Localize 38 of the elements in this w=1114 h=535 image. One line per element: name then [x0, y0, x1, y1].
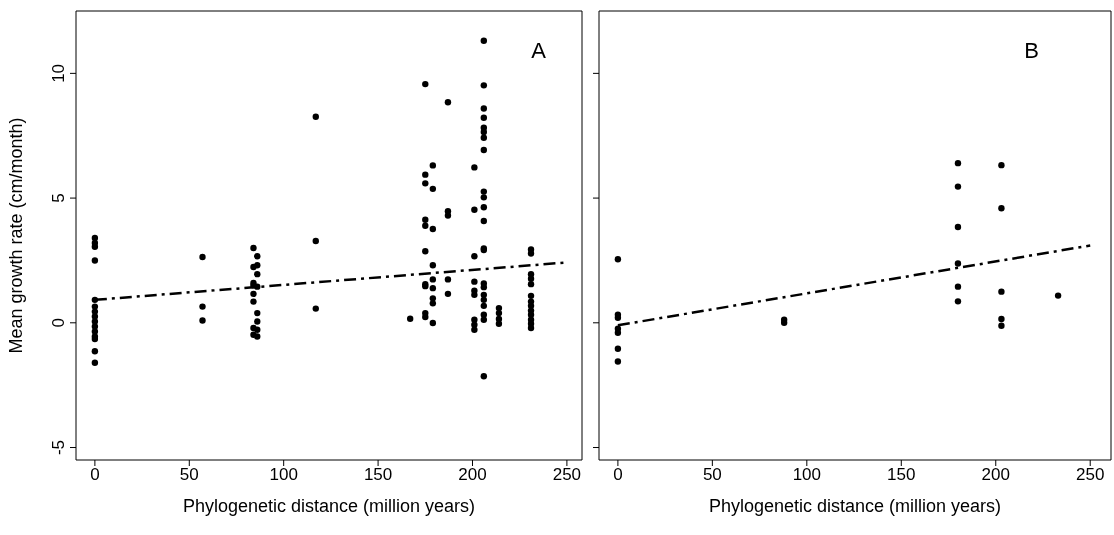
x-tick-label: 150	[363, 465, 393, 485]
point	[954, 260, 962, 267]
x-tick-label: 0	[613, 465, 623, 485]
point	[1054, 292, 1062, 299]
point	[998, 205, 1005, 212]
point	[998, 161, 1005, 169]
point	[954, 223, 962, 231]
annotation: B	[1024, 38, 1039, 64]
point	[954, 183, 962, 190]
point	[998, 288, 1005, 295]
x-tick-label: 100	[269, 465, 298, 485]
point	[780, 319, 788, 327]
point	[614, 358, 622, 365]
x-tick-label: 250	[552, 465, 582, 485]
point	[954, 298, 962, 305]
point	[954, 283, 962, 290]
point	[954, 159, 962, 167]
y-tick-label: 0	[49, 318, 68, 328]
point	[614, 345, 622, 352]
y-axis-title: Mean growth rate (cm/month)	[6, 117, 27, 354]
x-tick-label: 200	[458, 465, 487, 485]
x-tick-label: 50	[179, 465, 199, 485]
point	[998, 322, 1005, 329]
x-tick-label: 150	[887, 465, 916, 485]
x-tick-label: 50	[702, 465, 722, 485]
point	[614, 256, 622, 263]
x-axis-title: Phylogenetic distance (million years)	[708, 496, 1002, 516]
point	[998, 315, 1005, 323]
y-tick-label: 10	[49, 63, 68, 83]
point	[614, 329, 622, 336]
x-tick-label: 250	[1076, 465, 1105, 485]
y-tick-label: 5	[49, 193, 68, 203]
x-tick-label: 100	[792, 465, 822, 485]
annotation: A	[531, 38, 546, 64]
x-tick-label: 200	[981, 465, 1010, 485]
x-tick-label: 0	[90, 465, 100, 485]
x-axis-title: Phylogenetic distance (million years)	[182, 496, 476, 516]
y-tick-label: -5	[49, 439, 68, 456]
